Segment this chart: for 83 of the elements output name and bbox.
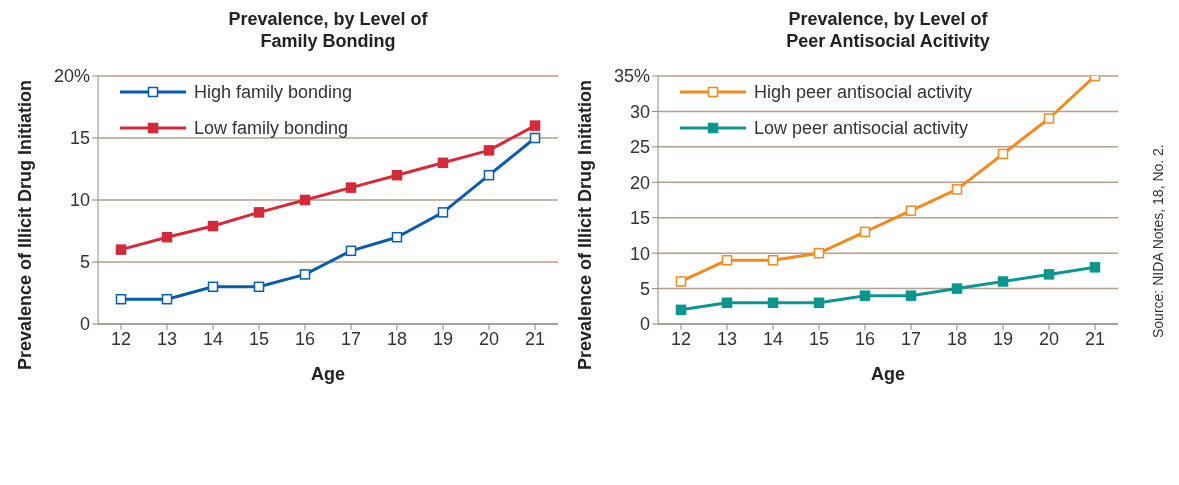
point bbox=[905, 205, 917, 216]
point bbox=[253, 207, 265, 218]
x-tick-label: 18 bbox=[386, 328, 408, 349]
y-tick-label: 35% bbox=[613, 66, 650, 87]
x-tick-label: 13 bbox=[716, 328, 738, 349]
point bbox=[437, 207, 449, 218]
point bbox=[529, 120, 541, 131]
x-tick-label: 17 bbox=[340, 328, 362, 349]
point bbox=[1043, 269, 1055, 280]
x-tick-label: 20 bbox=[478, 328, 500, 349]
x-tick-label: 15 bbox=[248, 328, 270, 349]
point bbox=[345, 182, 357, 193]
point bbox=[253, 281, 265, 293]
x-axis-title: Age bbox=[310, 364, 346, 384]
y-tick-label: 10 bbox=[69, 190, 90, 211]
point bbox=[951, 184, 963, 195]
x-tick-label: 16 bbox=[854, 328, 876, 349]
point bbox=[1089, 262, 1101, 273]
point bbox=[1043, 113, 1055, 124]
point bbox=[675, 276, 687, 287]
source-note: Source: NIDA Notes, 18, No. 2. bbox=[1150, 144, 1166, 338]
x-tick-label: 13 bbox=[156, 328, 178, 349]
point bbox=[161, 231, 173, 243]
x-tick-label: 14 bbox=[762, 328, 784, 349]
point bbox=[675, 304, 687, 316]
y-axis-title: Prevalence of Illicit Drug Initiation bbox=[575, 79, 596, 370]
point bbox=[859, 290, 871, 301]
x-tick-label: 20 bbox=[1038, 328, 1060, 349]
legend-label: High family bonding bbox=[194, 81, 353, 103]
point bbox=[721, 254, 733, 266]
point bbox=[115, 293, 127, 305]
x-tick-label: 19 bbox=[432, 328, 454, 349]
point bbox=[997, 148, 1009, 160]
x-tick-label: 12 bbox=[110, 328, 132, 349]
y-tick-label: 20 bbox=[629, 172, 650, 193]
point bbox=[905, 290, 917, 301]
chart-title: Prevalence, by Level of Family Bonding bbox=[227, 8, 429, 52]
x-tick-label: 18 bbox=[946, 328, 968, 349]
point bbox=[391, 231, 403, 243]
y-tick-label: 5 bbox=[639, 278, 650, 299]
x-tick-label: 16 bbox=[294, 328, 316, 349]
point bbox=[813, 297, 825, 308]
point bbox=[299, 269, 311, 280]
y-tick-label: 0 bbox=[79, 314, 90, 335]
point bbox=[767, 254, 779, 266]
y-tick-label: 20% bbox=[53, 66, 90, 87]
y-tick-label: 15 bbox=[629, 208, 650, 229]
point bbox=[115, 244, 127, 255]
legend-label: Low family bonding bbox=[194, 117, 349, 139]
x-tick-label: 17 bbox=[900, 328, 922, 349]
point bbox=[997, 276, 1009, 287]
x-tick-label: 12 bbox=[670, 328, 692, 349]
point bbox=[859, 226, 871, 238]
x-tick-label: 19 bbox=[992, 328, 1014, 349]
x-tick-label: 14 bbox=[202, 328, 224, 349]
point bbox=[951, 283, 963, 294]
y-axis-title: Prevalence of Illicit Drug Initiation bbox=[15, 79, 36, 370]
x-tick-label: 21 bbox=[524, 328, 546, 349]
point bbox=[299, 194, 311, 206]
point bbox=[767, 297, 779, 308]
point bbox=[813, 247, 825, 259]
y-tick-label: 0 bbox=[639, 314, 650, 335]
point bbox=[483, 145, 495, 156]
y-tick-label: 10 bbox=[629, 243, 650, 264]
point bbox=[207, 220, 219, 232]
legend-label: Low peer antisocial activity bbox=[754, 117, 969, 139]
point bbox=[529, 132, 541, 144]
point bbox=[161, 293, 173, 305]
point bbox=[483, 169, 495, 181]
point bbox=[721, 297, 733, 308]
x-axis-title: Age bbox=[870, 364, 906, 384]
y-tick-label: 5 bbox=[79, 252, 90, 273]
y-tick-label: 25 bbox=[629, 137, 650, 158]
x-tick-label: 15 bbox=[808, 328, 830, 349]
legend-label: High peer antisocial activity bbox=[754, 81, 973, 103]
x-tick-label: 21 bbox=[1084, 328, 1106, 349]
y-tick-label: 30 bbox=[629, 101, 650, 122]
y-tick-label: 15 bbox=[69, 128, 90, 149]
point bbox=[345, 245, 357, 257]
chart-title: Prevalence, by Level of Peer Antisocial Acitivity bbox=[785, 8, 991, 52]
point bbox=[207, 281, 219, 293]
point bbox=[391, 169, 403, 181]
point bbox=[437, 157, 449, 169]
